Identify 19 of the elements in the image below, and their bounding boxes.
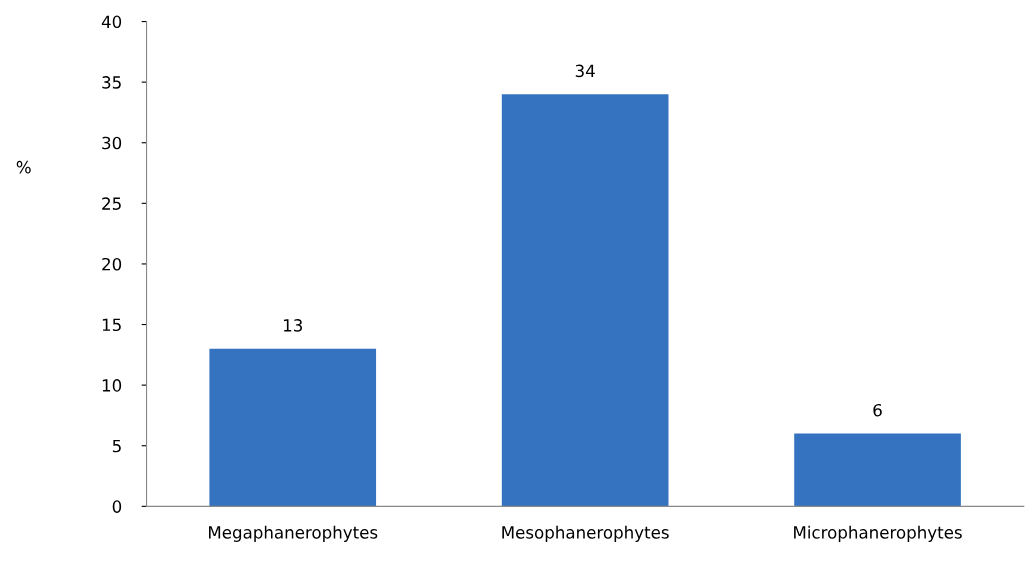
data-label: 6	[873, 403, 882, 417]
x-tick-label: Mesophanerophytes	[502, 525, 669, 542]
bar	[209, 348, 377, 507]
y-axis-title: %	[16, 160, 31, 174]
bar	[794, 433, 961, 507]
bar	[501, 94, 669, 507]
y-tick-label: 25	[102, 197, 121, 210]
y-tick-label: 0	[112, 500, 122, 513]
y-tick-label: 5	[112, 439, 121, 453]
y-tick-label: 30	[102, 136, 122, 150]
y-tick-label: 10	[102, 379, 122, 392]
data-label: 13	[283, 319, 303, 332]
y-tick-label: 35	[102, 76, 121, 89]
y-tick-label: 20	[102, 257, 122, 271]
y-tick-label: 40	[101, 15, 122, 29]
x-tick-label: Megaphanerophytes	[209, 525, 378, 542]
x-tick-label: Microphanerophytes	[794, 525, 962, 542]
data-label: 34	[575, 64, 595, 78]
y-tick-label: 15	[102, 318, 121, 332]
